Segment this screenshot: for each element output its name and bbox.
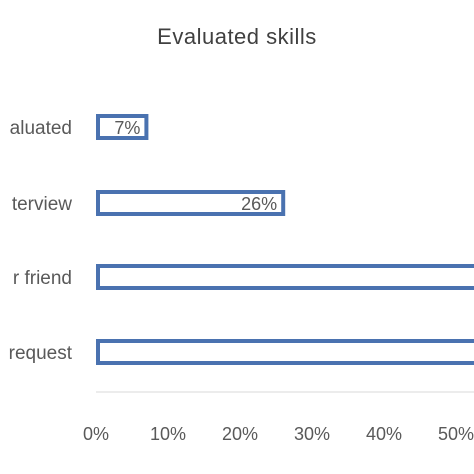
data-label: 7%: [114, 118, 140, 138]
x-tick-label: 40%: [366, 424, 402, 444]
x-tick-label: 20%: [222, 424, 258, 444]
x-tick-label: 30%: [294, 424, 330, 444]
bar: [96, 264, 474, 290]
x-tick-label: 0%: [83, 424, 109, 444]
category-label: request: [9, 343, 73, 364]
x-tick-label: 50%: [438, 424, 474, 444]
category-label: r friend: [13, 268, 72, 289]
data-label: 26%: [241, 194, 277, 214]
bar: [96, 339, 474, 365]
bar: [96, 190, 286, 216]
x-tick-label: 10%: [150, 424, 186, 444]
category-label: terview: [12, 194, 72, 215]
category-label: aluated: [10, 118, 72, 139]
chart-title: Evaluated skills: [157, 24, 317, 49]
bar: [96, 114, 149, 140]
